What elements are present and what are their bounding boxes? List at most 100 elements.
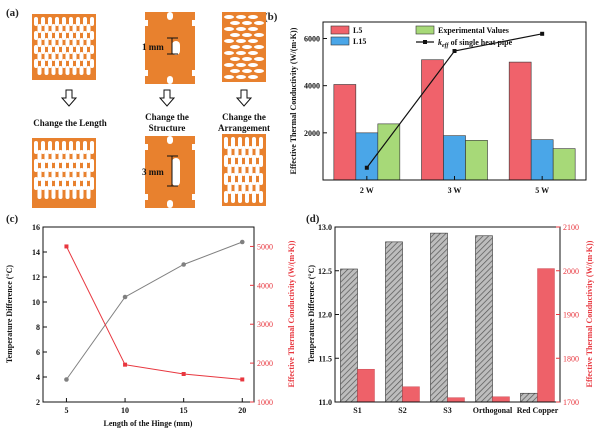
slot [86,52,91,61]
slot [230,33,240,37]
slot [62,59,66,68]
slot [72,38,77,47]
slot [167,136,173,144]
slot [48,177,52,190]
ytick-left-label: 12.5 [318,267,332,276]
slot [90,17,94,26]
slot [172,158,180,186]
slot [72,150,77,163]
slot [62,159,66,172]
slot [34,159,38,172]
slot [44,186,49,199]
point-temperature-difference [239,239,245,245]
slot [224,137,228,149]
ytick-left-label: 4 [36,373,40,382]
slot [242,33,252,37]
slot [254,57,264,61]
slot [227,164,232,176]
slot [44,52,49,61]
panel-label-c: (c) [6,213,19,225]
slot [230,21,240,25]
slot [79,186,84,199]
ytick-right-label: 2100 [563,223,579,232]
xtick-label: S2 [398,406,406,415]
slot [254,45,264,49]
slot [259,173,263,185]
hinge-mesh-short [32,14,96,80]
slot [65,66,70,75]
slot [62,31,66,40]
ytick-right-label: 1700 [563,398,579,407]
hinge-structure-short [144,12,196,84]
slot [230,45,240,49]
ytick-left-label: 2 [36,398,40,407]
slot [41,17,45,26]
slot [224,15,234,19]
bar-effective-thermal-conductivity [537,268,555,403]
series-effective-thermal-conductivity [65,246,243,380]
panel-a-schematic: 1 mm 3 mm Change the Length Change the S… [32,12,270,208]
dimension-1mm: 1 mm [142,37,178,55]
panel-label-d: (d) [306,213,320,225]
slot [83,159,87,172]
legend-label: L5 [353,26,362,35]
point-temperature-difference [181,262,186,267]
slot [62,141,66,154]
ytick-left-label: 8 [36,323,40,332]
slot [167,200,173,208]
slot [72,66,77,75]
slot [51,168,56,181]
ytick-right-label: 1000 [257,398,273,407]
slot [231,191,235,203]
slot [41,177,45,190]
slot [37,186,42,199]
hinge-structure-long [144,136,196,208]
slot [37,24,42,33]
slot [238,173,242,185]
slot [248,164,253,176]
slot [83,141,87,154]
slot [51,24,56,33]
slot [79,24,84,33]
hinge-mesh-dense [222,12,266,82]
slot [65,186,70,199]
bar-effective-thermal-conductivity [447,397,465,403]
slot [245,137,249,149]
ytick-right-label: 2000 [563,267,579,276]
slot [224,155,228,167]
ytick-label: 6000 [304,35,320,44]
slot [236,63,246,67]
slot [224,63,234,67]
legend-swatch [330,25,350,35]
slot [76,31,80,40]
bar-experimental-values [465,140,488,181]
slot [76,45,80,54]
slot [34,17,38,26]
svg-text:Structure: Structure [149,123,186,133]
slot [55,31,59,40]
ytick-left-label: 12.0 [318,311,332,320]
slot [245,155,249,167]
slot [48,45,52,54]
ytick-right-label: 5000 [257,242,273,251]
slot [254,33,264,37]
slot [236,27,246,31]
slot [259,191,263,203]
line-keff-point [364,165,369,170]
bar-temperature-difference [430,232,448,403]
slot [48,31,52,40]
ytick-left-label: 16 [32,223,40,232]
slot [90,59,94,68]
slot [55,17,59,26]
ytick-left-label: 10 [32,298,40,307]
xtick-label: 3 W [448,186,462,195]
bar-l5 [508,61,532,181]
xtick-label: Red Copper [517,406,559,415]
arrow-down-icon [60,89,78,107]
slot [224,75,234,79]
slot [76,59,80,68]
slot [252,173,256,185]
slot [255,164,260,176]
xtick-label: 10 [121,406,129,415]
ytick-left-label: 14 [32,248,40,257]
